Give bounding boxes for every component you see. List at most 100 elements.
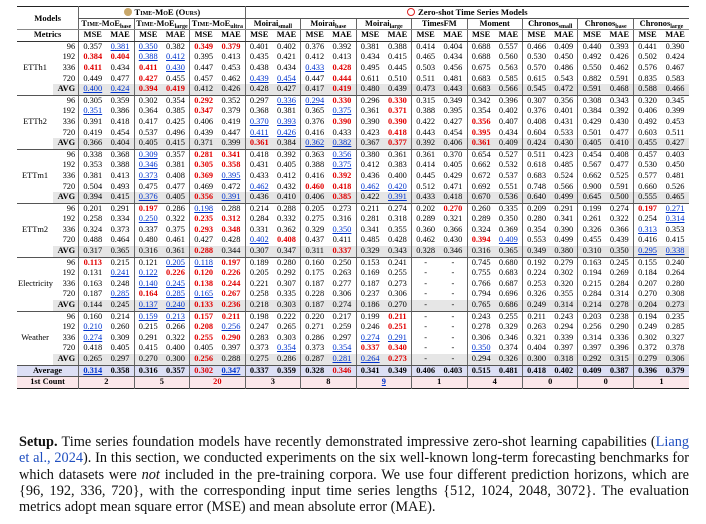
value-cell: 0.395 [189, 52, 218, 63]
value-cell: 0.131 [78, 268, 107, 279]
metric-label: MSE [521, 29, 551, 42]
value-cell: 0.280 [277, 257, 296, 267]
value-cell: 0.495 [355, 62, 384, 74]
value-cell: - [411, 257, 440, 269]
model-name-text: Chronos [639, 18, 671, 28]
value-cell: 0.368 [110, 149, 130, 159]
value-cell: 0.300 [521, 354, 551, 366]
value-cell: 0.462 [221, 73, 241, 83]
horizon: 96 [66, 203, 76, 213]
value-cell: 0.270 [443, 203, 463, 213]
value-cell: 0.408 [166, 170, 185, 180]
value-cell: 0.321 [521, 332, 551, 344]
value-cell: 0.228 [300, 289, 329, 301]
value-cell: 0.418 [332, 181, 352, 191]
value-cell: 0.245 [106, 300, 135, 312]
value-cell: 0.493 [110, 181, 130, 191]
value-cell: 0.273 [332, 203, 352, 213]
value-cell: 0.432 [277, 181, 296, 191]
value-cell: 0.399 [217, 138, 246, 150]
results-table: Models Time-MoE (Ours) Zero-shot Time Seri… [17, 6, 689, 389]
value-cell: 0.288 [221, 203, 241, 213]
value-cell: 0.423 [554, 149, 574, 159]
icon-ours [123, 8, 132, 16]
value-cell: 0.435 [244, 52, 273, 63]
value-cell: 0.472 [221, 181, 241, 191]
value-cell: 0.376 [300, 116, 329, 128]
metric-label: MAE [328, 29, 357, 42]
value-cell: 0.258 [78, 214, 107, 225]
value-cell: 0.413 [221, 52, 241, 62]
horizon: 336 [62, 224, 76, 234]
value-cell: 0.329 [355, 246, 384, 258]
value-cell: 0.336 [609, 332, 629, 342]
value-cell: 0.241 [387, 257, 407, 267]
value-cell: 0.882 [577, 73, 606, 85]
value-cell: 0.376 [133, 192, 162, 204]
value-cell: 0.428 [244, 84, 273, 96]
value-cell: 0.392 [411, 138, 440, 150]
model-name-text: Moirai [253, 18, 279, 28]
value-cell: 0.499 [550, 192, 578, 204]
dataset-name: ETTm2 [17, 203, 54, 258]
value-cell: 0.591 [577, 84, 606, 96]
value-cell: 0.683 [498, 268, 518, 278]
value-cell: 0.140 [133, 278, 162, 290]
value-cell: 0.485 [355, 235, 384, 247]
value-cell: 0.396 [498, 95, 518, 105]
icon-zero [407, 8, 416, 16]
value-cell: - [411, 343, 440, 354]
value-cell: 0.455 [166, 73, 185, 83]
value-cell: 0.415 [665, 235, 685, 245]
value-cell: 0.415 [161, 138, 190, 150]
value-cell: 0.373 [244, 343, 273, 354]
value-cell: 0.402 [244, 235, 273, 247]
value-cell: 0.411 [332, 235, 352, 245]
value-cell: 0.530 [521, 52, 551, 63]
value-cell: 0.408 [609, 149, 629, 159]
value-cell: 0.365 [106, 246, 135, 258]
value-cell: 0.462 [244, 181, 273, 193]
value-cell: 0.362 [300, 138, 329, 150]
value-cell: 0.214 [577, 300, 606, 312]
value-cell: 0.294 [300, 95, 329, 107]
value-cell: 0.314 [665, 214, 685, 224]
average-cell: 0.302 [189, 364, 218, 378]
value-cell: 0.343 [383, 246, 412, 258]
value-cell: 0.433 [411, 192, 440, 204]
value-cell: 0.207 [632, 278, 662, 290]
value-cell: 0.235 [189, 214, 218, 225]
value-cell: 0.391 [217, 192, 246, 204]
value-cell: 0.355 [387, 224, 407, 234]
value-cell: 0.209 [521, 203, 551, 215]
average-cell: 0.358 [106, 364, 135, 378]
value-cell: 0.306 [387, 289, 407, 299]
value-cell: 0.465 [411, 52, 440, 63]
value-cell: 0.645 [577, 192, 606, 204]
value-cell: 0.302 [554, 268, 574, 278]
value-cell: 0.341 [554, 214, 574, 224]
horizon: 192 [62, 214, 76, 224]
horizon: 96 [66, 311, 76, 321]
value-cell: 0.314 [577, 332, 606, 344]
value-cell: 0.511 [665, 127, 685, 137]
value-cell: 0.485 [554, 160, 574, 170]
model-sub: ultra [230, 23, 243, 30]
value-cell: - [439, 300, 467, 312]
value-cell: 0.306 [661, 354, 689, 366]
value-cell: 0.267 [221, 289, 241, 299]
value-cell: 0.447 [189, 62, 218, 74]
value-cell: 0.192 [521, 257, 551, 269]
data-row: ETTm2 96 0.201 0.291 0.197 0.286 0.198 0.288 0.2… [17, 203, 689, 258]
value-cell: 0.405 [133, 138, 162, 150]
dataset-name: Weather [17, 311, 54, 366]
value-cell: 0.297 [106, 354, 135, 366]
value-cell: 0.303 [272, 300, 301, 312]
value-cell: 0.428 [221, 235, 241, 245]
value-cell: 0.447 [300, 73, 329, 85]
value-cell: 0.434 [443, 52, 463, 62]
value-cell: 0.466 [521, 41, 551, 53]
value-cell: 0.465 [661, 192, 689, 204]
average-cell: 0.359 [272, 364, 301, 378]
value-cell: 0.357 [78, 41, 107, 53]
